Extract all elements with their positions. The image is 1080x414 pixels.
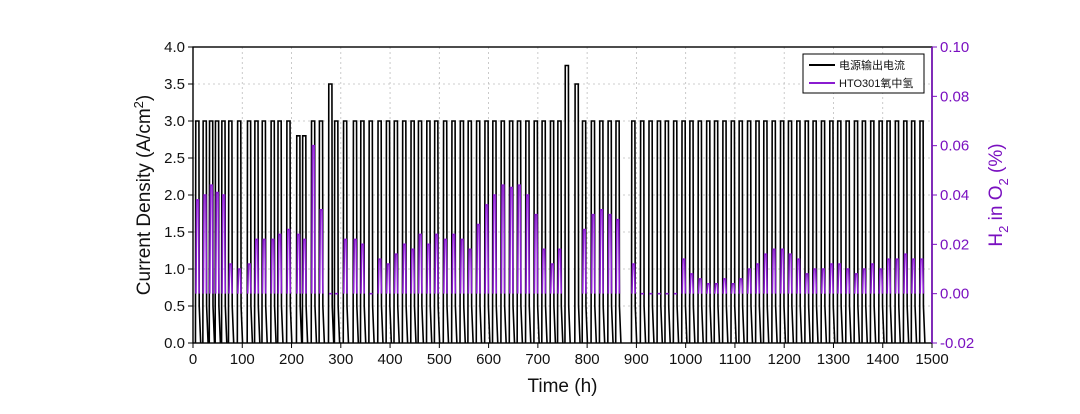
y-tick-label: 4.0 — [164, 39, 185, 56]
x-tick-label: 300 — [328, 351, 353, 368]
x-tick-label: 1300 — [817, 351, 850, 368]
x-tick-label: 1500 — [915, 351, 948, 368]
x-tick-label: 900 — [624, 351, 649, 368]
x-tick-label: 700 — [525, 351, 550, 368]
x-tick-label: 1100 — [719, 351, 751, 368]
series-layer — [194, 64, 926, 344]
legend-label-h2: HTO301氧中氢 — [839, 76, 913, 90]
y2-axis-title-a: H — [986, 233, 1007, 247]
y2-axis-title-sub1: 2 — [996, 226, 1011, 233]
y2-axis-title-b: in O — [986, 185, 1007, 225]
y2-tick-label: 0.10 — [940, 39, 969, 56]
y-tick-label: 2.0 — [164, 187, 185, 204]
y-axis-title-end: ) — [134, 95, 155, 101]
y-tick-label: 0.5 — [164, 298, 185, 315]
x-tick-label: 1400 — [866, 351, 899, 368]
x-tick-label: 1000 — [669, 351, 702, 368]
y2-axis-title-sub2: 2 — [996, 178, 1011, 185]
axes: 0 100 200 300 400 500 600 700 800 900 1000 1100 1200… — [164, 39, 974, 368]
y2-tick-label: -0.02 — [940, 335, 974, 352]
y-axis-title: Current Density (A/cm2) — [131, 95, 155, 295]
x-tick-label: 800 — [575, 351, 600, 368]
legend-box — [802, 53, 925, 94]
y-tick-label: 1.0 — [164, 261, 185, 278]
y-tick-label: 3.0 — [164, 113, 185, 130]
y2-axis-title: H2 in O2 (%) — [986, 143, 1011, 246]
y-tick-label: 2.5 — [164, 150, 185, 167]
x-tick-label: 200 — [279, 351, 304, 368]
x-tick-label: 1200 — [768, 351, 801, 368]
y2-tick-label: 0.02 — [940, 236, 969, 253]
legend-label-current: 电源输出电流 — [839, 58, 905, 72]
y-tick-label: 1.5 — [164, 224, 185, 241]
x-tick-label: 100 — [230, 351, 255, 368]
series-h2-line — [195, 144, 925, 295]
x-tick-label: 500 — [427, 351, 452, 368]
y-tick-label: 3.5 — [164, 76, 185, 93]
y2-tick-label: 0.06 — [940, 138, 969, 155]
y-axis-title-sup: 2 — [131, 101, 146, 108]
y-tick-label: 0.0 — [164, 335, 185, 352]
x-tick-label: 600 — [476, 351, 501, 368]
x-tick-label: 400 — [378, 351, 403, 368]
x-axis-title: Time (h) — [527, 376, 597, 397]
series-current-line — [194, 64, 926, 344]
y2-tick-label: 0.04 — [940, 187, 969, 204]
x-tick-label: 0 — [189, 351, 197, 368]
y2-axis-title-c: (%) — [986, 143, 1007, 178]
y2-tick-label: 0.08 — [940, 88, 969, 105]
y2-tick-label: 0.00 — [940, 286, 969, 303]
y-axis-title-main: Current Density (A/cm — [134, 108, 155, 295]
legend: 电源输出电流 HTO301氧中氢 — [802, 53, 925, 94]
